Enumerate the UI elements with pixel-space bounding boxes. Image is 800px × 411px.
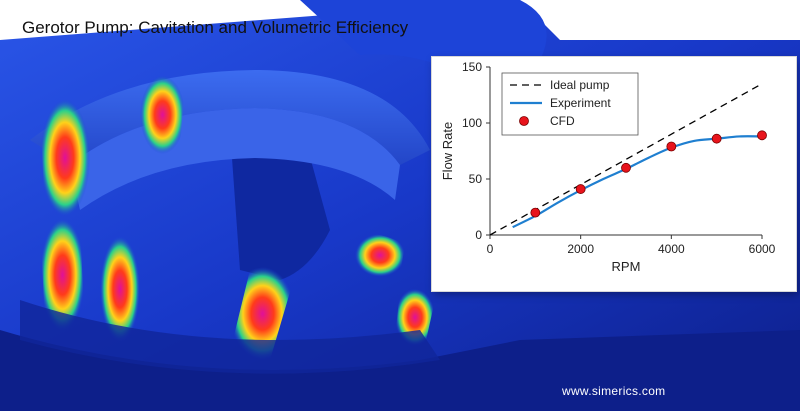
x-tick-label: 0 [487, 242, 494, 256]
cavitation-zone-2 [140, 75, 185, 154]
experiment-line [512, 135, 763, 229]
cfd-point [575, 184, 586, 194]
cfd-point [530, 207, 541, 218]
flow-rate-chart: 0 2000 4000 6000 0 50 100 150 RPM Flow Rate Ideal… [440, 60, 776, 274]
cavitation-zone-4 [100, 236, 140, 343]
cavitation-zone-5 [230, 266, 295, 361]
cfd-point [757, 130, 767, 141]
x-tick-label: 4000 [658, 242, 685, 256]
rotor-shadow [20, 300, 440, 374]
cavitation-zone-3 [40, 218, 85, 332]
legend-ideal-pump-label: Ideal pump [550, 78, 610, 92]
outer-rotor-front [0, 330, 800, 411]
x-tick-label: 6000 [749, 242, 776, 256]
cavitation-zone-7 [395, 288, 435, 346]
x-tick-label: 2000 [567, 242, 594, 256]
y-tick-label: 150 [462, 60, 482, 74]
cfd-point [666, 141, 677, 152]
y-tick-label: 100 [462, 116, 482, 130]
cavitation-zone-6 [355, 233, 405, 277]
inner-rotor-ring-top [30, 70, 430, 165]
legend-cfd-label: CFD [550, 114, 575, 128]
y-tick-label: 50 [469, 172, 483, 186]
legend-cfd-swatch [519, 116, 529, 126]
chart-panel: 0 2000 4000 6000 0 50 100 150 RPM Flow Rate Ideal… [432, 57, 796, 291]
cfd-point [711, 133, 722, 144]
watermark: www.simerics.com [562, 384, 666, 398]
cfd-point [621, 162, 631, 173]
y-axis-label: Flow Rate [440, 122, 455, 181]
y-tick-label: 0 [475, 228, 482, 242]
page-title: Gerotor Pump: Cavitation and Volumetric … [22, 18, 409, 37]
legend-experiment-label: Experiment [550, 96, 611, 110]
cavitation-zone-1 [40, 98, 90, 217]
x-axis-label: RPM [612, 259, 641, 274]
